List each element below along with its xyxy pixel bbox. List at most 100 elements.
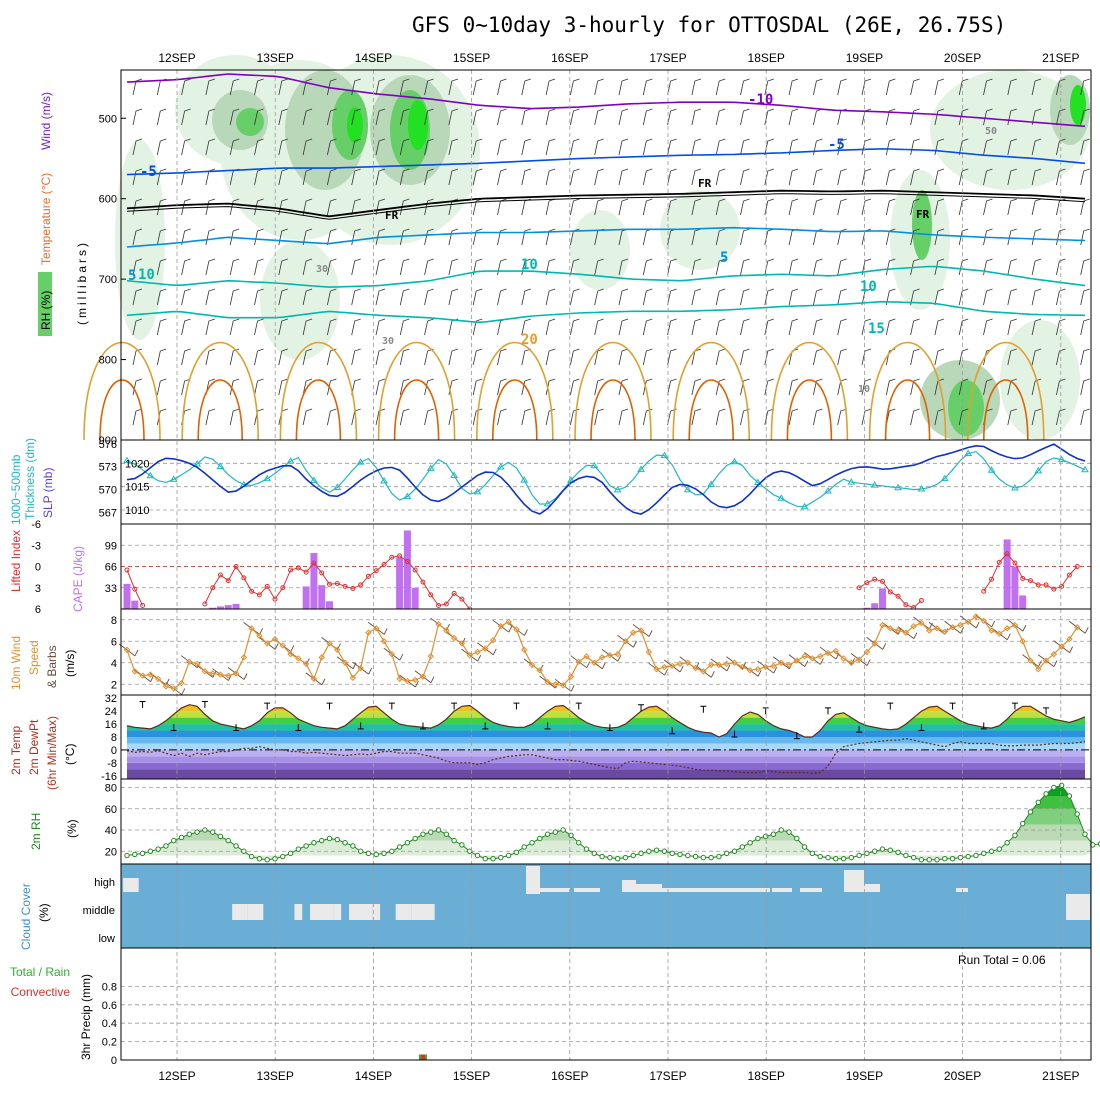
- wind-barb: [278, 198, 288, 216]
- wind-barb: [837, 318, 847, 336]
- rh-point: [786, 829, 792, 835]
- cape-bar: [209, 607, 217, 609]
- wind-ytick-label: 4: [111, 658, 117, 670]
- isotherm-20-loop: [476, 341, 554, 441]
- wind-speed-point: [824, 649, 832, 657]
- wind-speed-point: [131, 668, 138, 675]
- wind-barb: [740, 348, 750, 366]
- isotherm-3: [126, 226, 1086, 248]
- wind-speed-point: [598, 654, 606, 661]
- wind-barb: [472, 348, 483, 366]
- wind-barb: [399, 318, 410, 336]
- wind-barb: [594, 138, 604, 156]
- wind-barb: [254, 348, 264, 366]
- wind-barb: [229, 108, 240, 126]
- upper-ytick-label: 700: [99, 274, 117, 286]
- wind-barb: [983, 378, 993, 396]
- wind-barb: [521, 78, 531, 96]
- wind-barb: [958, 198, 969, 216]
- wind-barb: [934, 378, 945, 396]
- wind-barb: [375, 138, 386, 156]
- thickness-point: [286, 457, 295, 464]
- wind-speed-point: [793, 657, 801, 664]
- chart-title: GFS 0~10day 3-hourly for OTTOSDAL (26E, …: [412, 13, 1006, 37]
- rh-region-10: [408, 100, 428, 150]
- wind-barb: [181, 348, 191, 366]
- wind-speed-point: [435, 620, 442, 628]
- wind-barb: [570, 138, 580, 156]
- contour-label: 10: [858, 384, 870, 395]
- wind-speed-point: [559, 682, 567, 689]
- rh-point: [241, 848, 247, 854]
- rh-point: [147, 848, 154, 854]
- temp-ytick-label: -8: [107, 758, 117, 770]
- wind-barb: [497, 228, 507, 246]
- lifted-index-point: [1012, 560, 1018, 566]
- wind-barb: [691, 288, 702, 306]
- wind-speed-point: [894, 627, 902, 634]
- thickness-point: [1057, 455, 1066, 463]
- wind-barb: [351, 348, 361, 366]
- rh-point: [466, 848, 473, 854]
- wind-speed-point: [957, 621, 964, 629]
- lifted-index-point: [373, 568, 379, 574]
- wind-barb: [229, 258, 240, 276]
- wind-barb: [642, 108, 653, 126]
- rh-point: [513, 849, 520, 856]
- wind-barb: [715, 168, 726, 186]
- wind-speed-point: [972, 613, 980, 620]
- wind-speed-point: [933, 625, 941, 632]
- rh-point: [1027, 809, 1034, 815]
- wind-barb: [642, 258, 653, 276]
- temp-band: [127, 756, 1085, 763]
- wind-barb: [254, 138, 264, 156]
- wind-barb: [351, 198, 361, 216]
- rh-point: [357, 848, 364, 854]
- wind-ylabel-1: 10m Wind: [9, 636, 23, 690]
- rh-ytick-label: 60: [105, 804, 117, 816]
- wind-barb: [302, 288, 313, 306]
- isotherm-30-loop: [884, 379, 931, 441]
- wind-barb: [375, 348, 386, 366]
- wind-speed-point: [754, 665, 762, 673]
- rh-point: [716, 853, 722, 860]
- wind-barb: [934, 408, 945, 426]
- wind-speed-point: [248, 625, 255, 632]
- wind-barb: [375, 288, 386, 306]
- slp-ytick-label: 1020: [125, 458, 149, 470]
- contour-label: -5: [140, 164, 157, 180]
- contour-label: 20: [521, 332, 538, 348]
- wind-speed-point: [1058, 643, 1065, 650]
- wind-barb: [837, 78, 847, 96]
- wind-barb: [691, 198, 702, 216]
- wind-barb: [472, 198, 483, 216]
- rh-point: [451, 837, 457, 844]
- rh-background: [121, 779, 1091, 864]
- wind-ytick-label: 6: [111, 636, 117, 648]
- rh-point: [552, 829, 559, 835]
- wind-barb: [156, 318, 167, 336]
- max-temp-marker: [575, 702, 582, 710]
- wind-barb: [327, 228, 337, 246]
- date-label-top: 13SEP: [257, 51, 294, 65]
- wind-barb: [497, 138, 507, 156]
- wind-barb: [156, 168, 167, 186]
- temp-ylabel-4: (°C): [63, 744, 77, 765]
- temp-ytick-label: 32: [105, 693, 117, 705]
- rh-point: [1012, 832, 1018, 839]
- wind-barb: [1056, 318, 1066, 336]
- wind-barb: [934, 348, 945, 366]
- lifted-index-point: [256, 592, 262, 598]
- thickness-background: [121, 440, 1091, 524]
- wind-barb: [1080, 258, 1090, 276]
- panel-frame-precip: [120, 947, 1092, 1061]
- wind-barb: [399, 138, 410, 156]
- wind-speed-point: [591, 659, 598, 666]
- rh-point: [303, 843, 309, 849]
- precip-ytick-label: 0: [111, 1055, 117, 1067]
- lifted-index-point: [981, 588, 987, 594]
- wind-barb: [302, 408, 313, 426]
- wind-barb: [740, 318, 750, 336]
- isotherm-20-loop: [279, 341, 358, 441]
- lifted-index-point: [872, 576, 878, 582]
